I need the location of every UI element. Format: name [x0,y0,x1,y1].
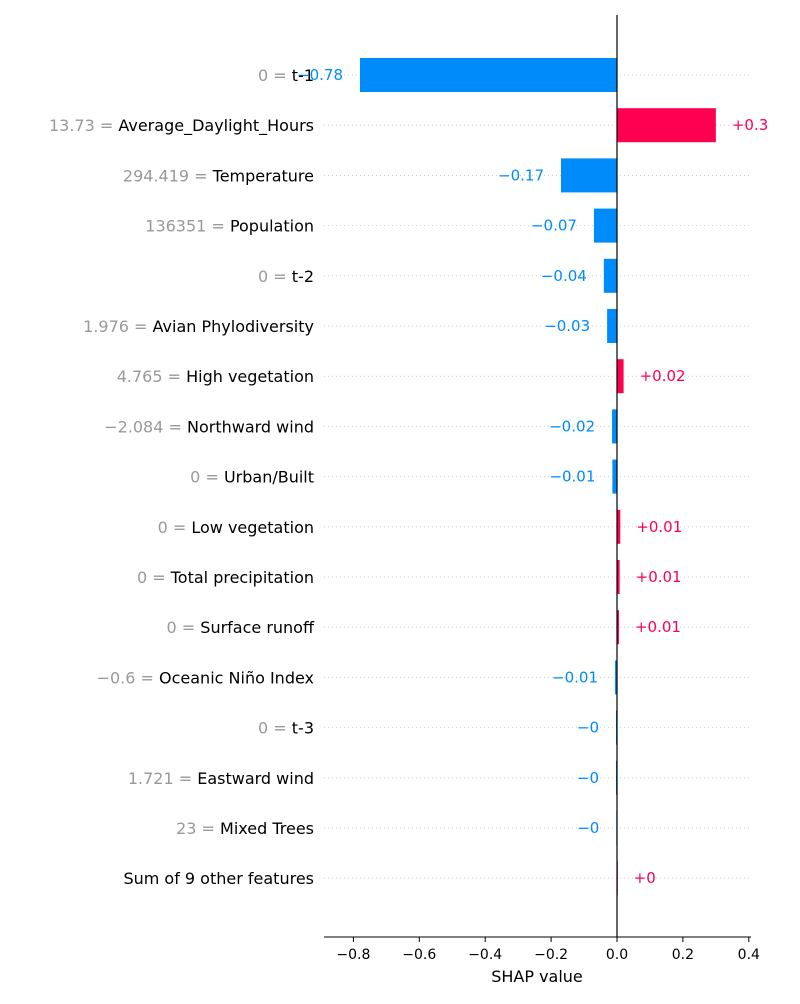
feature-name: Sum of 9 other features [123,869,314,888]
bar [615,660,617,695]
bar-value-label: +0.3 [732,116,768,134]
feature-value: 23 = [176,819,215,838]
feature-label: 0 = t-3 [258,719,314,738]
bars [359,58,716,896]
feature-value: 13.73 = [49,116,113,135]
feature-label: 1.976 = Avian Phylodiversity [83,317,314,336]
bar [560,158,617,193]
feature-name: Avian Phylodiversity [153,317,314,336]
bar-value-label: −0.01 [549,468,595,486]
feature-label: 0 = Surface runoff [167,618,315,637]
x-axis: −0.8 −0.6 −0.4 −0.2 0.0 0.2 0.4 [324,936,760,963]
feature-value: 0 = [258,66,287,85]
x-tick-label: −0.8 [336,947,370,963]
feature-value: 0 = [137,568,166,587]
x-tick-label: −0.4 [468,947,502,963]
feature-name: Urban/Built [224,468,314,487]
feature-value: 0 = [158,518,187,537]
feature-label: 0 = t-2 [258,267,314,286]
bar [617,610,619,645]
feature-label: 4.765 = High vegetation [117,367,314,386]
feature-name: Population [230,217,314,236]
feature-name: High vegetation [186,367,314,386]
feature-value: 0 = [167,618,196,637]
feature-label: −2.084 = Northward wind [104,417,314,436]
feature-label: 0 = Low vegetation [158,518,314,537]
bar-value-label: −0 [577,769,599,787]
bar-value-label: −0.78 [297,66,343,84]
feature-name: Mixed Trees [220,819,314,838]
feature-labels: 0 = t-1 13.73 = Average_Daylight_Hours 294… [49,66,315,888]
bar [612,459,617,494]
feature-label: 0 = t-1 [258,66,314,85]
feature-name: Oceanic Niño Index [159,668,314,687]
feature-value: 1.721 = [128,769,192,788]
bar-value-label: +0.01 [636,568,682,586]
bar-value-label: −0.02 [549,417,595,435]
bar-value-label: −0 [577,719,599,737]
x-axis-title: SHAP value [491,967,583,986]
bar [617,560,620,594]
bar-labels: −0.78 +0.3 −0.17 −0.07 −0.04 −0.03 +0.02 −0.02 −… [297,66,768,887]
bar [593,208,617,243]
bar [607,309,617,343]
feature-value: 294.419 = [123,166,208,185]
feature-label: Sum of 9 other features [123,869,314,888]
bar [612,409,617,444]
feature-name: t-2 [292,267,314,286]
bar [617,509,621,544]
feature-label: 1.721 = Eastward wind [128,769,314,788]
bar-value-label: −0.01 [552,668,598,686]
feature-value: 136351 = [145,217,225,236]
bar [359,58,617,92]
x-tick-label: 0.0 [606,947,628,963]
bar-value-label: +0.02 [640,367,686,385]
bar-value-label: −0 [577,819,599,837]
feature-label: 136351 = Population [145,217,314,236]
feature-label: 13.73 = Average_Daylight_Hours [49,116,314,136]
feature-name: t-3 [292,719,314,738]
bar-value-label: +0.01 [635,618,681,636]
feature-value: −2.084 = [104,417,182,436]
feature-value: 4.765 = [117,367,181,386]
feature-label: 23 = Mixed Trees [176,819,314,838]
feature-name: Northward wind [187,417,314,436]
x-tick-label: 0.4 [738,947,760,963]
feature-name: Eastward wind [197,769,314,788]
bar-value-label: +0.01 [636,518,682,536]
feature-name: t-1 [292,66,314,85]
feature-name: Low vegetation [191,518,314,537]
feature-value: 0 = [258,267,287,286]
x-tick-label: 0.2 [672,947,694,963]
feature-label: 0 = Urban/Built [190,468,314,487]
x-tick-label: −0.2 [534,947,568,963]
bar-value-label: −0.17 [498,166,544,184]
bar-value-label: −0.03 [544,317,590,335]
feature-name: Surface runoff [200,618,315,637]
feature-value: −0.6 = [97,668,154,687]
feature-value: 1.976 = [83,317,147,336]
feature-value: 0 = [258,719,287,738]
bar-value-label: +0 [634,869,656,887]
feature-value: 0 = [190,468,219,487]
feature-name: Total precipitation [170,568,314,587]
bar-value-label: −0.07 [531,217,577,235]
x-tick-label: −0.6 [402,947,436,963]
feature-label: 0 = Total precipitation [137,568,314,587]
feature-name: Temperature [212,166,314,185]
feature-label: 294.419 = Temperature [123,166,314,185]
feature-name: Average_Daylight_Hours [118,116,314,136]
gridlines [324,74,751,879]
feature-label: −0.6 = Oceanic Niño Index [97,668,314,687]
bar [617,108,716,143]
bar [603,258,617,293]
bar [617,359,624,394]
bar-value-label: −0.04 [541,267,587,285]
